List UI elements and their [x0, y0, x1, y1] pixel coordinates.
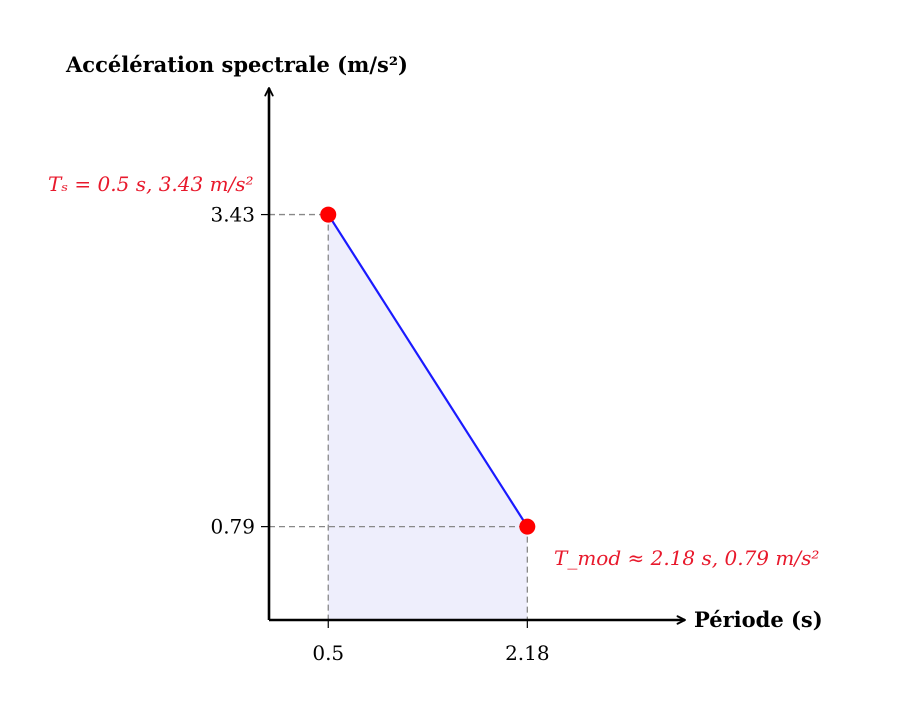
axis-ticks: 0.5 2.18 3.43 0.79	[210, 203, 549, 665]
area-under-curve	[328, 214, 528, 620]
data-points	[320, 206, 536, 535]
y-axis-label: Accélération spectrale (m/s²)	[65, 52, 408, 77]
x-tick-label: 0.5	[312, 641, 344, 665]
y-tick-label: 0.79	[210, 515, 255, 539]
data-point-1	[519, 518, 536, 535]
y-tick-label: 3.43	[210, 203, 255, 227]
point-annotation-tmod: T_mod ≈ 2.18 s, 0.79 m/s²	[554, 546, 819, 570]
x-tick-label: 2.18	[505, 641, 550, 665]
data-point-0	[320, 206, 337, 223]
guide-lines	[269, 213, 528, 620]
series-line	[327, 213, 529, 528]
x-axis-label: Période (s)	[694, 607, 823, 632]
point-annotation-ts: Tₛ = 0.5 s, 3.43 m/s²	[48, 172, 254, 196]
